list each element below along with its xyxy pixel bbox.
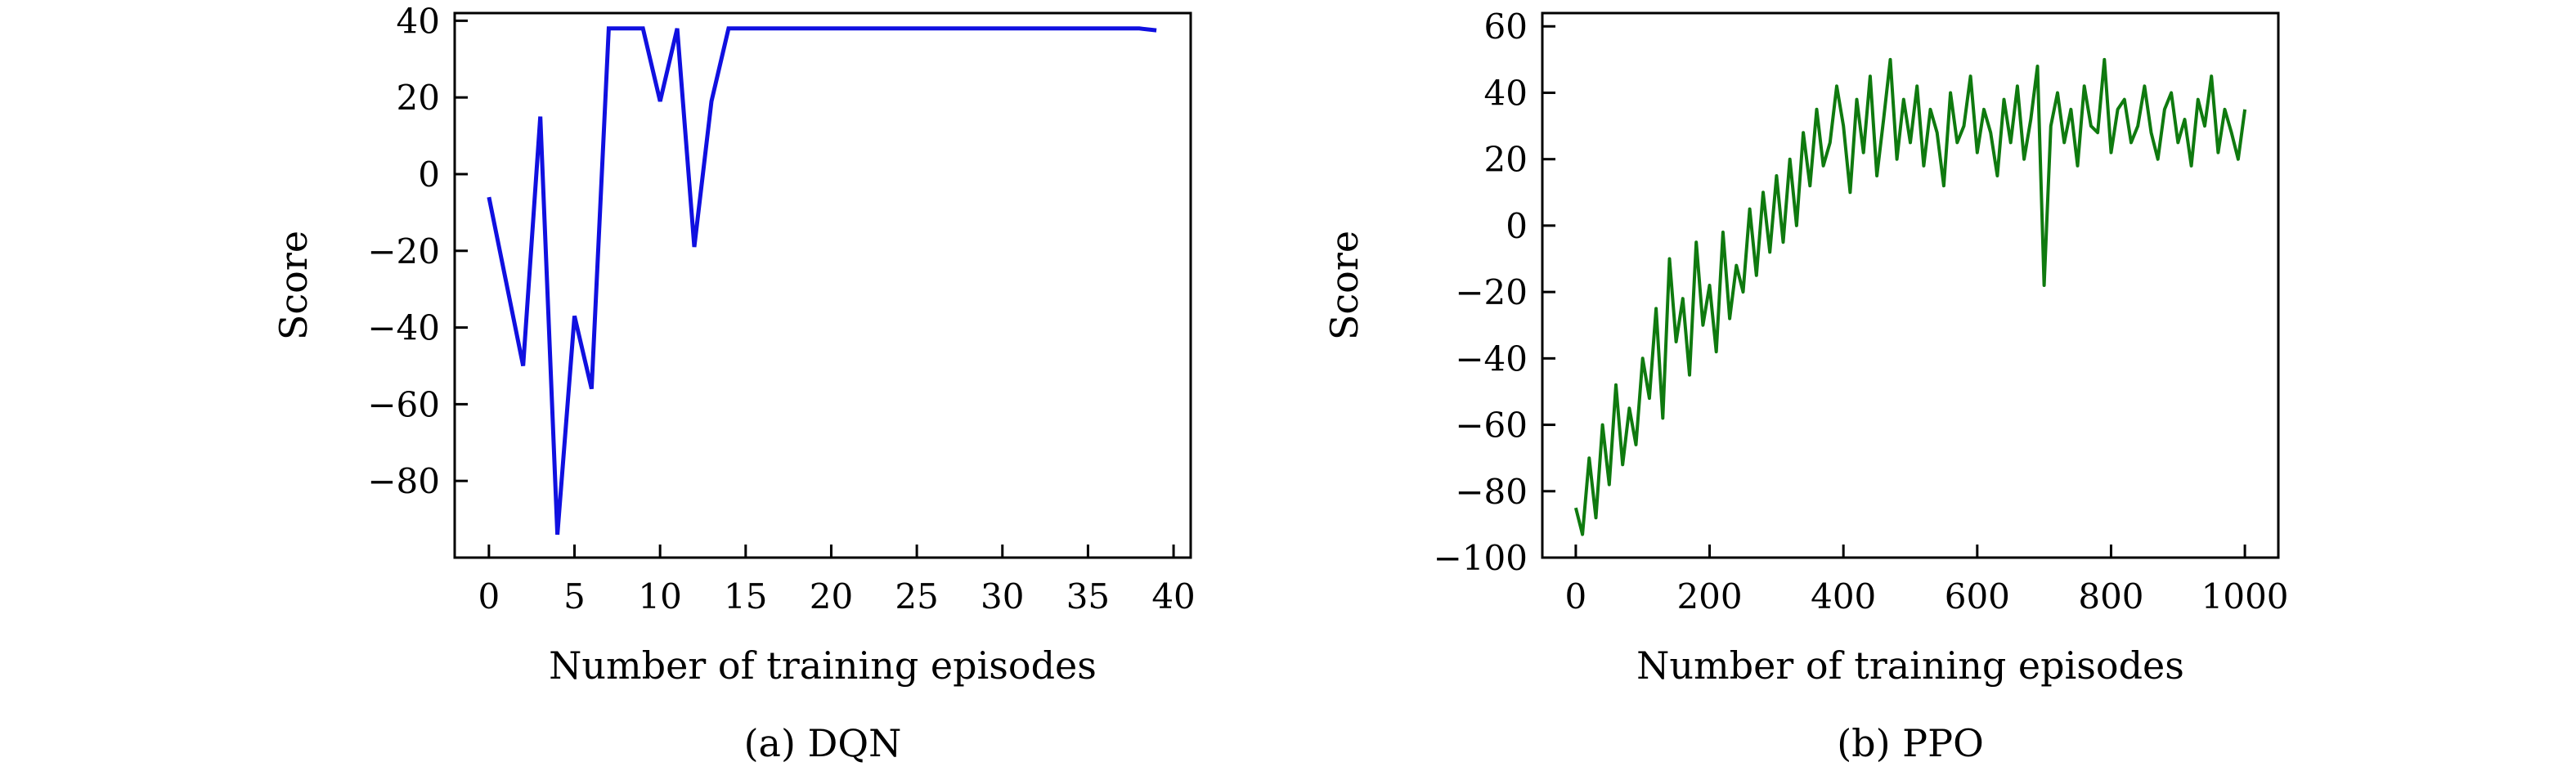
y-tick-label: 20 [397, 78, 440, 118]
y-axis-label: Score [1322, 231, 1367, 340]
panel-dqn: 0 5 10 15 20 25 30 35 40 −80 −60 −40 −20 0 20 40 Numbe… [272, 1, 1196, 765]
y-tick-label: −20 [367, 231, 440, 271]
x-axis-label: Number of training episodes [1636, 643, 2184, 688]
panel-ppo: 0 200 400 600 800 1000 −100 −80 −60 −40 −20 0 20 40 6… [1322, 7, 2289, 765]
dqn-score-line [487, 26, 1157, 536]
x-tick-label: 1000 [2201, 576, 2289, 616]
y-tick-label: 20 [1484, 140, 1528, 180]
x-tick-label: 20 [810, 576, 853, 616]
x-axis-label: Number of training episodes [549, 643, 1097, 688]
x-axis-ticks: 0 200 400 600 800 1000 [1565, 545, 2289, 616]
x-tick-label: 25 [895, 576, 938, 616]
ppo-score-line [1573, 57, 2247, 536]
y-axis-label: Score [272, 231, 316, 340]
x-tick-label: 5 [563, 576, 586, 616]
y-tick-label: 60 [1484, 7, 1528, 47]
x-tick-label: 35 [1066, 576, 1110, 616]
y-tick-label: −60 [1455, 406, 1528, 446]
y-tick-label: 40 [397, 1, 440, 41]
y-tick-label: −20 [1455, 272, 1528, 312]
y-tick-label: 40 [1484, 73, 1528, 113]
x-tick-label: 400 [1811, 576, 1876, 616]
x-tick-label: 0 [478, 576, 500, 616]
y-axis-ticks: −80 −60 −40 −20 0 20 40 [367, 1, 468, 501]
x-tick-label: 0 [1565, 576, 1587, 616]
panel-caption-dqn: (a) DQN [744, 721, 902, 765]
x-axis-ticks: 0 5 10 15 20 25 30 35 40 [478, 545, 1196, 616]
y-axis-ticks: −100 −80 −60 −40 −20 0 20 40 60 [1434, 7, 1555, 578]
y-tick-label: 0 [1506, 206, 1528, 246]
y-tick-label: −80 [1455, 472, 1528, 512]
x-tick-label: 600 [1945, 576, 2010, 616]
y-tick-label: 0 [418, 155, 440, 195]
plot-area-frame [1541, 11, 2280, 559]
x-tick-label: 800 [2078, 576, 2143, 616]
y-tick-label: −60 [367, 384, 440, 424]
x-tick-label: 10 [638, 576, 681, 616]
panel-caption-ppo: (b) PPO [1837, 721, 1984, 765]
x-tick-label: 15 [724, 576, 767, 616]
x-tick-label: 40 [1151, 576, 1195, 616]
x-tick-label: 200 [1676, 576, 1742, 616]
y-tick-label: −100 [1434, 538, 1528, 578]
y-tick-label: −40 [1455, 338, 1528, 379]
plot-area-frame [453, 11, 1192, 559]
y-tick-label: −40 [367, 308, 440, 348]
x-tick-label: 30 [981, 576, 1024, 616]
y-tick-label: −80 [367, 461, 440, 501]
